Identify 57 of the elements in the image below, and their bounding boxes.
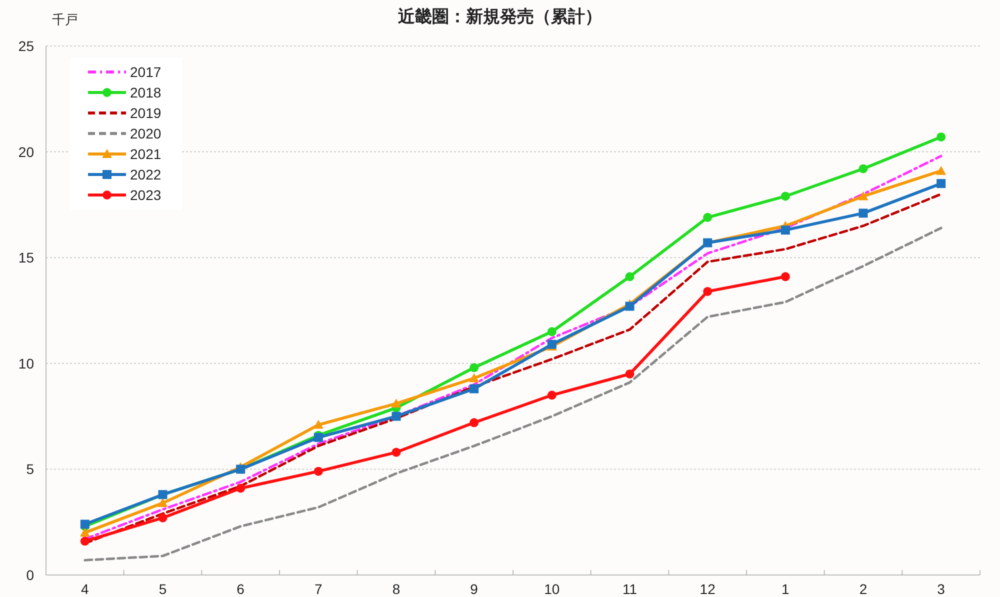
point bbox=[858, 208, 868, 218]
legend-label: 2023 bbox=[130, 187, 162, 203]
point bbox=[470, 418, 479, 428]
x-tick-label: 1 bbox=[782, 581, 790, 597]
y-tick-label: 10 bbox=[18, 355, 34, 372]
point bbox=[858, 191, 868, 200]
point bbox=[625, 369, 634, 378]
point bbox=[936, 166, 946, 175]
point bbox=[392, 448, 401, 457]
x-tick-label: 2 bbox=[859, 581, 868, 597]
point bbox=[625, 302, 634, 311]
chart-title: 近畿圏：新規発売（累計） bbox=[397, 7, 602, 26]
point bbox=[391, 398, 402, 408]
x-tick-label: 11 bbox=[622, 581, 638, 597]
point bbox=[470, 384, 479, 394]
legend-label: 2018 bbox=[130, 84, 162, 100]
x-tick-label: 3 bbox=[937, 581, 946, 597]
point bbox=[236, 484, 246, 493]
x-tick-label: 7 bbox=[314, 581, 323, 597]
point bbox=[703, 212, 712, 222]
point bbox=[313, 420, 324, 429]
point bbox=[703, 286, 712, 296]
point bbox=[469, 373, 480, 382]
x-tick-label: 10 bbox=[544, 581, 560, 597]
legend-label: 2017 bbox=[130, 64, 162, 80]
point bbox=[780, 192, 790, 201]
legend-label: 2022 bbox=[130, 166, 162, 182]
point bbox=[470, 363, 479, 372]
y-tick-label: 20 bbox=[18, 144, 34, 160]
point bbox=[547, 390, 556, 400]
point bbox=[625, 272, 634, 282]
point bbox=[80, 528, 90, 537]
y-axis-title: 千戸 bbox=[52, 12, 78, 27]
point bbox=[158, 513, 168, 522]
point bbox=[858, 164, 868, 174]
x-tick-label: 5 bbox=[158, 581, 167, 597]
point bbox=[314, 466, 323, 476]
point bbox=[80, 536, 90, 546]
x-tick-label: 4 bbox=[81, 581, 90, 597]
point bbox=[158, 498, 168, 508]
y-tick-label: 5 bbox=[26, 461, 34, 478]
point bbox=[780, 272, 790, 282]
point bbox=[547, 327, 556, 336]
x-tick-label: 9 bbox=[470, 581, 478, 597]
legend-label: 2020 bbox=[130, 126, 162, 142]
point bbox=[780, 226, 790, 235]
legend-label: 2019 bbox=[130, 105, 162, 121]
point bbox=[936, 132, 946, 142]
x-tick-label: 12 bbox=[700, 581, 716, 597]
y-tick-label: 0 bbox=[26, 567, 34, 583]
point bbox=[392, 412, 401, 421]
legend-label: 2021 bbox=[130, 146, 162, 162]
x-tick-label: 6 bbox=[236, 581, 245, 597]
x-tick-label: 8 bbox=[392, 581, 400, 597]
y-tick-label: 15 bbox=[18, 250, 34, 266]
point bbox=[936, 179, 946, 188]
y-tick-label: 25 bbox=[18, 38, 34, 54]
